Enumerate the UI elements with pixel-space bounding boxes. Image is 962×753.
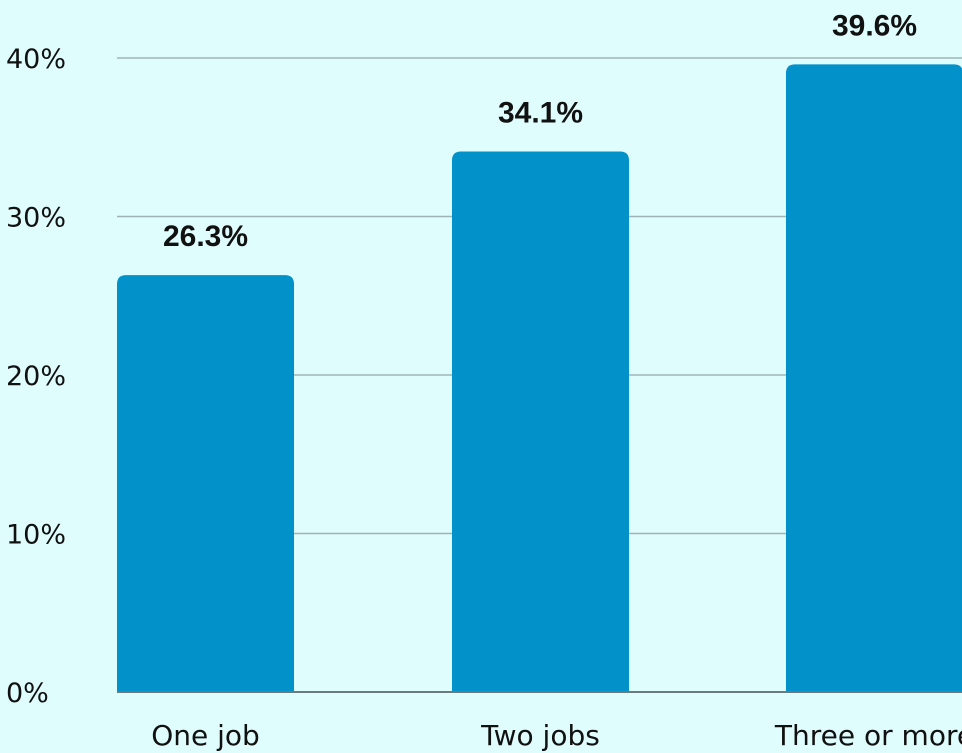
value-labels: 26.3% 34.1% 39.6%: [163, 9, 917, 253]
y-tick-label: 20%: [6, 361, 66, 392]
bars: [117, 64, 962, 692]
data-label: 26.3%: [163, 220, 248, 253]
x-tick-label: Three or more: [774, 719, 962, 752]
y-tick-label: 30%: [6, 203, 66, 234]
y-tick-label: 10%: [6, 520, 66, 551]
y-tick-label: 0%: [6, 678, 49, 709]
bar: [452, 151, 629, 692]
data-label: 39.6%: [832, 9, 917, 42]
bar: [786, 64, 962, 692]
data-label: 34.1%: [498, 97, 583, 130]
bar: [117, 275, 294, 692]
y-tick-label: 40%: [6, 44, 66, 75]
x-tick-label: Two jobs: [480, 719, 600, 752]
y-axis-ticks: 0% 10% 20% 30% 40%: [6, 44, 66, 709]
x-axis-labels: One job Two jobs Three or more: [151, 719, 962, 752]
x-tick-label: One job: [151, 719, 260, 752]
